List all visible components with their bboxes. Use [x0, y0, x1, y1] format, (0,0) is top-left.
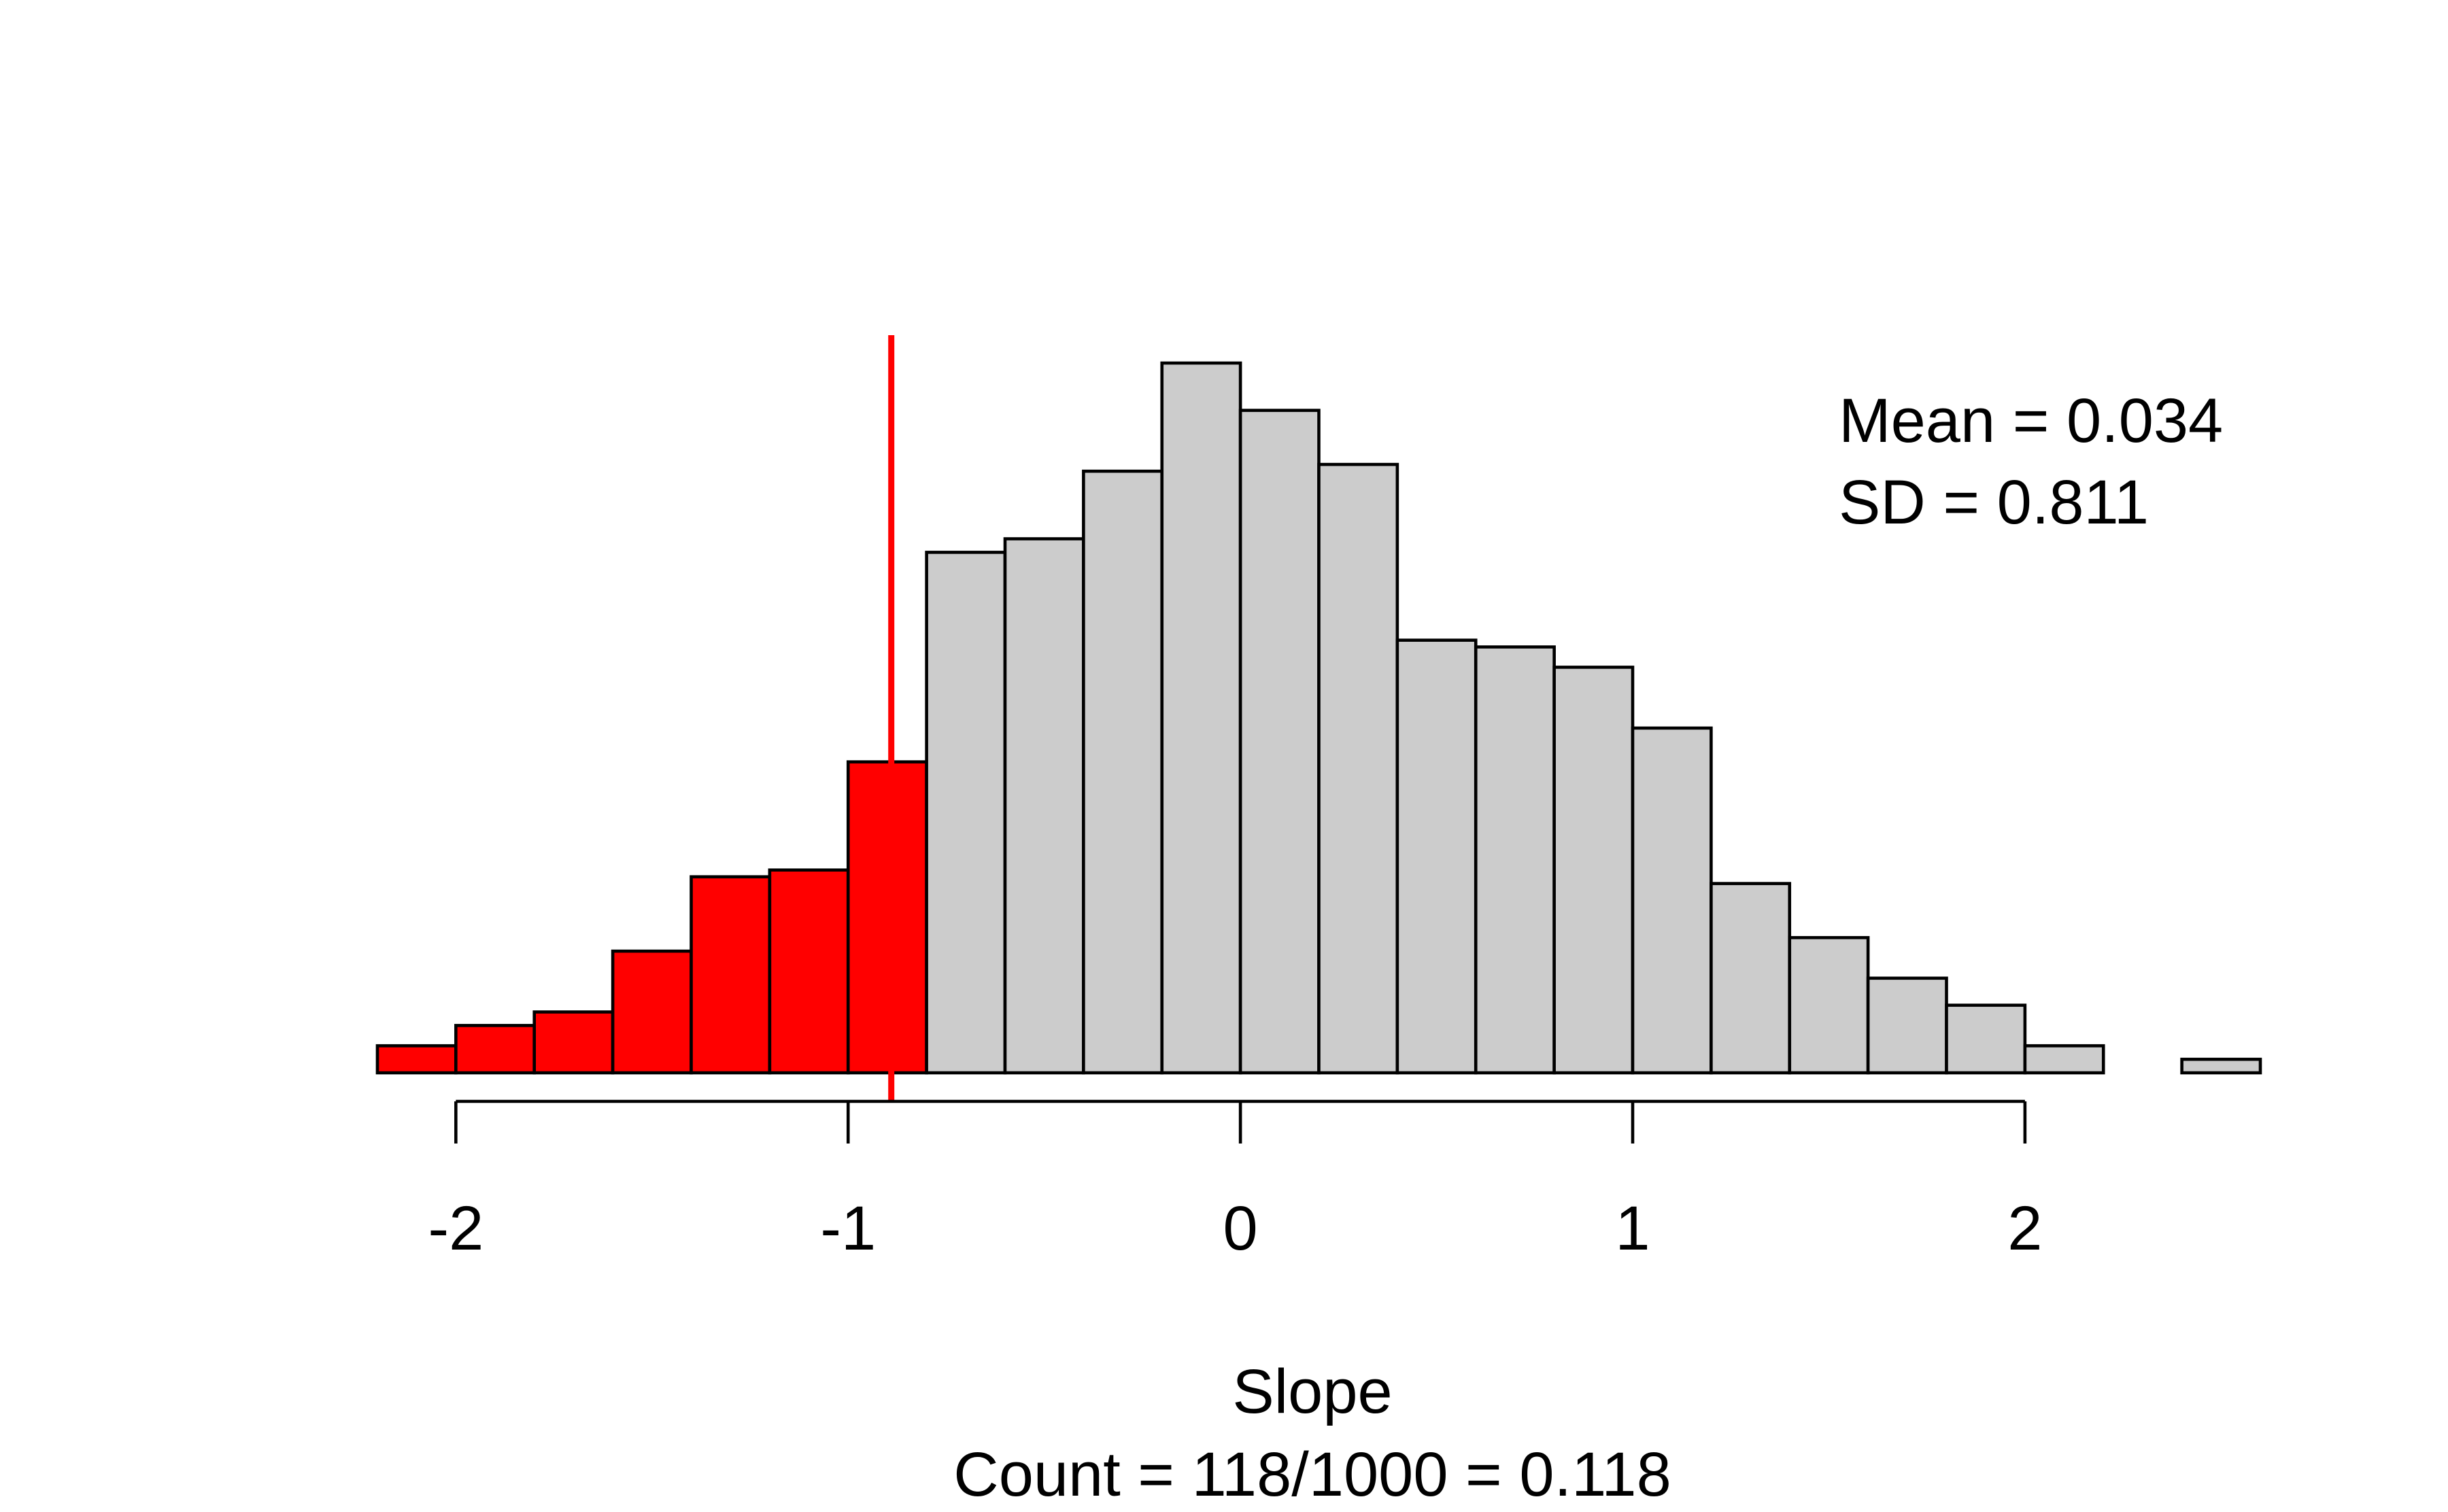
histogram-bar: [1395, 638, 1478, 1075]
x-tick-label: 2: [2007, 1194, 2042, 1263]
x-tick-label: -1: [820, 1194, 876, 1263]
histogram-bar: [925, 551, 1007, 1075]
x-axis: -2 -1 0 1 2: [428, 1099, 2042, 1263]
histogram-bar: [2180, 1057, 2262, 1075]
histogram-bar: [1631, 726, 1713, 1075]
count-annotation: Count = 118/1000 = 0.118: [953, 1440, 1671, 1509]
histogram-bar: [1160, 361, 1242, 1075]
histogram-bar: [768, 868, 850, 1075]
histogram-bars: [375, 361, 2262, 1075]
histogram-bar: [1317, 462, 1399, 1075]
histogram-bar: [690, 875, 772, 1075]
histogram-bar: [1710, 882, 1792, 1075]
histogram-bar: [375, 1044, 458, 1075]
histogram-bar: [1238, 409, 1321, 1075]
histogram-bar: [1082, 469, 1164, 1075]
histogram-bar: [1788, 935, 1870, 1075]
histogram-bar: [454, 1024, 537, 1075]
histogram-bar: [1552, 666, 1635, 1075]
mean-annotation: Mean = 0.034: [1839, 386, 2223, 456]
histogram-bar: [1474, 645, 1556, 1075]
histogram-bar: [611, 949, 693, 1075]
histogram-bar: [532, 1010, 615, 1075]
histogram-bar: [2023, 1044, 2105, 1075]
x-axis-label: Slope: [1232, 1357, 1392, 1426]
histogram-bar: [1866, 976, 1948, 1075]
x-tick-label: 1: [1615, 1194, 1650, 1263]
histogram-bar: [1945, 1003, 2027, 1075]
x-tick-label: 0: [1223, 1194, 1258, 1263]
sd-annotation: SD = 0.811: [1839, 468, 2149, 537]
x-tick-label: -2: [428, 1194, 483, 1263]
histogram-bar: [846, 760, 928, 1075]
histogram-bar: [1003, 537, 1085, 1075]
